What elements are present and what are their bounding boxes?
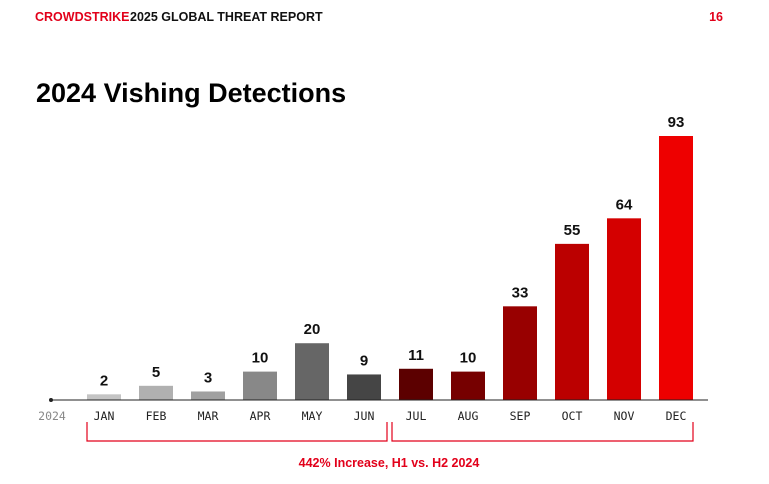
tick-labels-group: JAN FEB MAR APR MAY JUN JUL AUG SEP OCT NOV DEC xyxy=(94,409,687,423)
increase-annotation: 442% Increase, H1 vs. H2 2024 xyxy=(299,456,480,470)
tick-label-may: MAY xyxy=(302,409,323,423)
chart-title: 2024 Vishing Detections xyxy=(36,78,346,108)
bar-jun xyxy=(347,374,381,400)
bar-oct xyxy=(555,243,589,400)
value-label-dec: 93 xyxy=(668,114,685,131)
value-label-sep: 33 xyxy=(512,284,529,301)
bar-jan xyxy=(87,394,121,400)
value-label-aug: 10 xyxy=(460,350,477,367)
bar-may xyxy=(295,343,329,400)
tick-label-jun: JUN xyxy=(354,409,375,423)
tick-label-feb: FEB xyxy=(146,409,167,423)
page-number: 16 xyxy=(709,10,723,24)
tick-label-apr: APR xyxy=(250,409,271,423)
tick-label-oct: OCT xyxy=(562,409,583,423)
bar-jul xyxy=(399,368,433,400)
tick-label-jul: JUL xyxy=(406,409,427,423)
bar-aug xyxy=(451,371,485,400)
value-label-mar: 3 xyxy=(204,369,212,386)
year-label: 2024 xyxy=(38,409,66,423)
value-label-apr: 10 xyxy=(252,350,269,367)
value-label-nov: 64 xyxy=(616,196,633,213)
tick-label-dec: DEC xyxy=(666,409,687,423)
value-labels-group: 2 5 3 10 20 9 11 10 33 55 64 93 xyxy=(100,114,685,389)
bar-dec xyxy=(659,136,693,400)
tick-label-sep: SEP xyxy=(510,409,531,423)
h1-bracket xyxy=(86,422,388,442)
value-label-jan: 2 xyxy=(100,372,108,389)
h2-bracket xyxy=(391,422,694,442)
bar-mar xyxy=(191,391,225,400)
tick-label-mar: MAR xyxy=(198,409,219,423)
bar-sep xyxy=(503,306,537,400)
bar-nov xyxy=(607,218,641,400)
tick-label-aug: AUG xyxy=(458,409,479,423)
value-label-feb: 5 xyxy=(152,364,160,381)
value-label-jul: 11 xyxy=(408,347,424,364)
axis-origin-dot xyxy=(49,398,53,402)
value-label-may: 20 xyxy=(304,321,321,338)
bars-group xyxy=(87,136,693,400)
bar-feb xyxy=(139,385,173,400)
brand-name: CROWDSTRIKE xyxy=(35,10,129,24)
value-label-jun: 9 xyxy=(360,352,368,369)
report-title: 2025 GLOBAL THREAT REPORT xyxy=(130,10,323,24)
bar-apr xyxy=(243,371,277,400)
tick-label-nov: NOV xyxy=(614,409,635,423)
value-label-oct: 55 xyxy=(564,222,581,239)
tick-label-jan: JAN xyxy=(94,409,115,423)
